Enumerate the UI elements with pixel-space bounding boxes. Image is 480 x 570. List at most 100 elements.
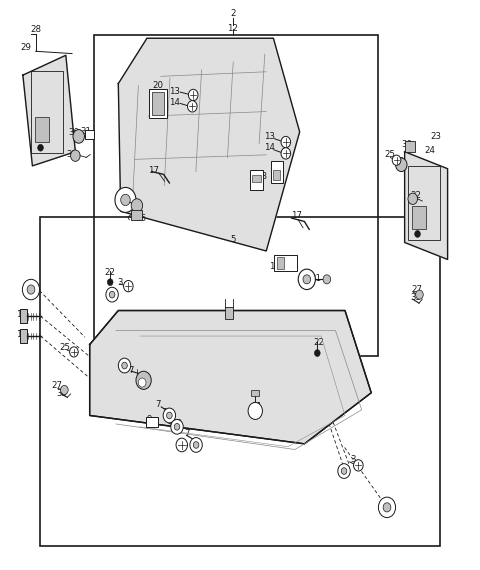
Circle shape <box>354 459 363 471</box>
Text: 21: 21 <box>310 274 321 283</box>
Circle shape <box>60 385 68 394</box>
Text: 7: 7 <box>185 429 190 438</box>
Circle shape <box>174 424 180 430</box>
Circle shape <box>109 291 115 298</box>
Circle shape <box>392 155 401 165</box>
Circle shape <box>70 347 78 357</box>
Circle shape <box>131 199 143 213</box>
Text: 1: 1 <box>16 330 21 339</box>
Bar <box>275 255 297 271</box>
Circle shape <box>303 275 311 284</box>
Bar <box>225 307 233 319</box>
Text: 4: 4 <box>343 465 348 474</box>
Text: 18: 18 <box>256 172 267 181</box>
Circle shape <box>138 378 146 387</box>
Bar <box>252 390 259 396</box>
Bar <box>85 130 95 139</box>
Text: 1: 1 <box>16 310 21 319</box>
Bar <box>39 217 441 546</box>
Circle shape <box>341 468 347 474</box>
Circle shape <box>323 275 331 284</box>
Circle shape <box>383 503 391 512</box>
Text: 13: 13 <box>264 132 275 141</box>
Circle shape <box>298 269 315 290</box>
Text: 19: 19 <box>270 167 281 176</box>
Text: 6: 6 <box>119 359 124 368</box>
Circle shape <box>416 290 423 299</box>
Bar <box>35 116 49 142</box>
Polygon shape <box>405 152 447 259</box>
Text: 16: 16 <box>135 214 146 222</box>
Text: 5: 5 <box>230 235 236 244</box>
Text: 24: 24 <box>424 145 435 154</box>
Circle shape <box>408 193 418 205</box>
Circle shape <box>281 148 290 159</box>
Text: 10: 10 <box>171 420 182 429</box>
Circle shape <box>120 194 130 206</box>
Bar <box>31 71 63 153</box>
Text: 34: 34 <box>382 500 393 510</box>
Text: 34: 34 <box>24 282 35 291</box>
Text: 17: 17 <box>148 166 159 175</box>
Text: 4: 4 <box>109 287 115 296</box>
Text: 32: 32 <box>67 150 77 159</box>
Circle shape <box>189 89 198 101</box>
Polygon shape <box>118 38 300 251</box>
Circle shape <box>176 438 188 452</box>
Text: 20: 20 <box>153 81 163 90</box>
Bar <box>95 35 378 356</box>
Text: 27: 27 <box>411 285 422 294</box>
Text: 29: 29 <box>21 43 32 52</box>
Bar <box>152 92 164 115</box>
Text: 21: 21 <box>122 202 133 211</box>
Circle shape <box>136 371 151 389</box>
Text: 7: 7 <box>129 365 134 374</box>
Text: 15: 15 <box>269 262 280 271</box>
Text: 2: 2 <box>230 9 236 18</box>
Text: 14: 14 <box>168 98 180 107</box>
Circle shape <box>163 408 176 423</box>
Circle shape <box>23 279 39 300</box>
Bar <box>21 310 27 323</box>
Bar <box>21 329 27 343</box>
Text: 32: 32 <box>410 191 421 200</box>
Polygon shape <box>90 311 371 444</box>
Circle shape <box>188 101 197 112</box>
Text: 3: 3 <box>117 278 122 287</box>
Circle shape <box>248 402 263 420</box>
Circle shape <box>338 463 350 478</box>
Circle shape <box>314 349 320 356</box>
Circle shape <box>118 358 131 373</box>
Bar <box>412 206 426 229</box>
Circle shape <box>37 144 43 151</box>
Bar <box>405 141 415 152</box>
Text: 3: 3 <box>351 455 356 464</box>
Bar <box>252 175 261 182</box>
Circle shape <box>71 150 80 161</box>
Text: 27: 27 <box>51 381 62 390</box>
Text: 25: 25 <box>59 343 70 352</box>
Circle shape <box>281 136 290 148</box>
Circle shape <box>27 285 35 294</box>
Bar <box>145 417 158 428</box>
Text: 9: 9 <box>147 416 152 425</box>
Text: 33: 33 <box>410 293 421 302</box>
Bar <box>277 256 284 269</box>
Text: 30: 30 <box>69 128 79 137</box>
Circle shape <box>378 497 396 518</box>
Text: 26: 26 <box>393 157 404 166</box>
Polygon shape <box>23 55 75 166</box>
Circle shape <box>122 362 127 369</box>
Text: 25: 25 <box>385 150 396 159</box>
Circle shape <box>106 287 118 302</box>
Bar <box>274 170 280 180</box>
Text: 17: 17 <box>291 211 302 220</box>
Bar <box>408 166 441 239</box>
Text: 8: 8 <box>178 438 183 447</box>
Text: 13: 13 <box>168 87 180 96</box>
Bar <box>271 161 283 183</box>
Text: 7: 7 <box>155 400 161 409</box>
Text: 6: 6 <box>193 438 199 447</box>
Bar <box>251 170 263 190</box>
Text: 14: 14 <box>264 143 275 152</box>
